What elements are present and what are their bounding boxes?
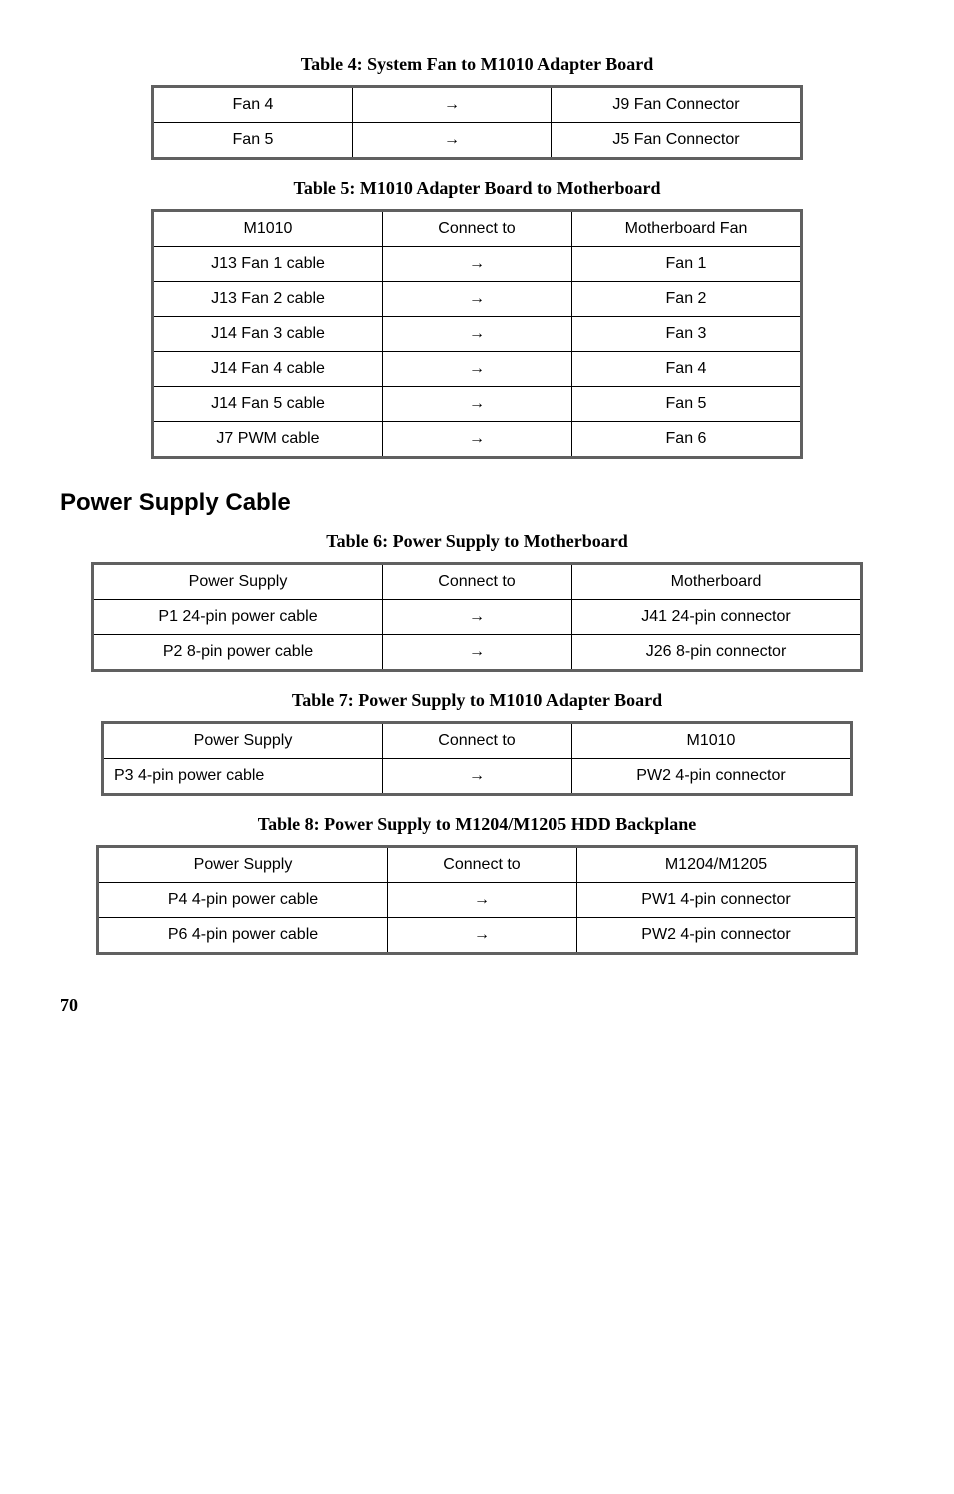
table7-caption: Table 7: Power Supply to M1010 Adapter B… [60,690,894,711]
table7-r0c1: Connect to [383,723,572,759]
table6-r0c2: Motherboard [572,564,862,600]
table5-r0c1: Connect to [383,211,572,247]
table5-r1c0: J13 Fan 1 cable [153,247,383,282]
table-row: J14 Fan 4 cable → Fan 4 [153,352,802,387]
table6: Power Supply Connect to Motherboard P1 2… [91,562,863,672]
table4-r1c1: → [353,123,552,159]
table5-r4c1: → [383,352,572,387]
table4-caption: Table 4: System Fan to M1010 Adapter Boa… [60,54,894,75]
table5-r5c0: J14 Fan 5 cable [153,387,383,422]
table8-caption: Table 8: Power Supply to M1204/M1205 HDD… [60,814,894,835]
table8-r1c1: → [388,883,577,918]
table6-caption: Table 6: Power Supply to Motherboard [60,531,894,552]
table-row: P6 4-pin power cable → PW2 4-pin connect… [98,918,857,954]
table6-r2c0: P2 8-pin power cable [93,635,383,671]
table4: Fan 4 → J9 Fan Connector Fan 5 → J5 Fan … [151,85,803,160]
table4-r1c0: Fan 5 [153,123,353,159]
table5-r2c1: → [383,282,572,317]
table5-r0c0: M1010 [153,211,383,247]
table7-r1c0: P3 4-pin power cable [103,759,383,795]
table-row: Fan 4 → J9 Fan Connector [153,87,802,123]
table8-r0c2: M1204/M1205 [577,847,857,883]
table8-r1c0: P4 4-pin power cable [98,883,388,918]
table8-r2c0: P6 4-pin power cable [98,918,388,954]
table-row: Power Supply Connect to M1204/M1205 [98,847,857,883]
table5: M1010 Connect to Motherboard Fan J13 Fan… [151,209,803,459]
table-row: Fan 5 → J5 Fan Connector [153,123,802,159]
table5-r6c1: → [383,422,572,458]
table7-r1c2: PW2 4-pin connector [572,759,852,795]
table5-r1c2: Fan 1 [572,247,802,282]
table7-r0c2: M1010 [572,723,852,759]
table-row: J14 Fan 5 cable → Fan 5 [153,387,802,422]
table6-r1c2: J41 24-pin connector [572,600,862,635]
table-row: P4 4-pin power cable → PW1 4-pin connect… [98,883,857,918]
table5-r3c0: J14 Fan 3 cable [153,317,383,352]
table5-r5c1: → [383,387,572,422]
table5-r4c2: Fan 4 [572,352,802,387]
table-row: J7 PWM cable → Fan 6 [153,422,802,458]
table4-r0c0: Fan 4 [153,87,353,123]
table4-r1c2: J5 Fan Connector [552,123,802,159]
table5-r2c0: J13 Fan 2 cable [153,282,383,317]
table5-r4c0: J14 Fan 4 cable [153,352,383,387]
table-row: P2 8-pin power cable → J26 8-pin connect… [93,635,862,671]
table6-r1c1: → [383,600,572,635]
section-heading-power-supply-cable: Power Supply Cable [60,489,894,517]
table-row: Power Supply Connect to Motherboard [93,564,862,600]
table-row: M1010 Connect to Motherboard Fan [153,211,802,247]
table-row: J13 Fan 1 cable → Fan 1 [153,247,802,282]
table-row: J14 Fan 3 cable → Fan 3 [153,317,802,352]
table8-r0c1: Connect to [388,847,577,883]
table-row: P3 4-pin power cable → PW2 4-pin connect… [103,759,852,795]
table6-r0c1: Connect to [383,564,572,600]
table6-r2c2: J26 8-pin connector [572,635,862,671]
table6-r2c1: → [383,635,572,671]
table-row: Power Supply Connect to M1010 [103,723,852,759]
table6-r1c0: P1 24-pin power cable [93,600,383,635]
table7-r0c0: Power Supply [103,723,383,759]
table8-r0c0: Power Supply [98,847,388,883]
table8-r2c1: → [388,918,577,954]
table8-r2c2: PW2 4-pin connector [577,918,857,954]
table7: Power Supply Connect to M1010 P3 4-pin p… [101,721,853,796]
table8-r1c2: PW1 4-pin connector [577,883,857,918]
table5-r0c2: Motherboard Fan [572,211,802,247]
table-row: P1 24-pin power cable → J41 24-pin conne… [93,600,862,635]
page-number: 70 [60,995,894,1016]
table5-r3c1: → [383,317,572,352]
table4-r0c2: J9 Fan Connector [552,87,802,123]
table5-caption: Table 5: M1010 Adapter Board to Motherbo… [60,178,894,199]
table6-r0c0: Power Supply [93,564,383,600]
table5-r2c2: Fan 2 [572,282,802,317]
table5-r6c2: Fan 6 [572,422,802,458]
table5-r5c2: Fan 5 [572,387,802,422]
table5-r3c2: Fan 3 [572,317,802,352]
table-row: J13 Fan 2 cable → Fan 2 [153,282,802,317]
table5-r6c0: J7 PWM cable [153,422,383,458]
table5-r1c1: → [383,247,572,282]
table4-r0c1: → [353,87,552,123]
table7-r1c1: → [383,759,572,795]
table8: Power Supply Connect to M1204/M1205 P4 4… [96,845,858,955]
